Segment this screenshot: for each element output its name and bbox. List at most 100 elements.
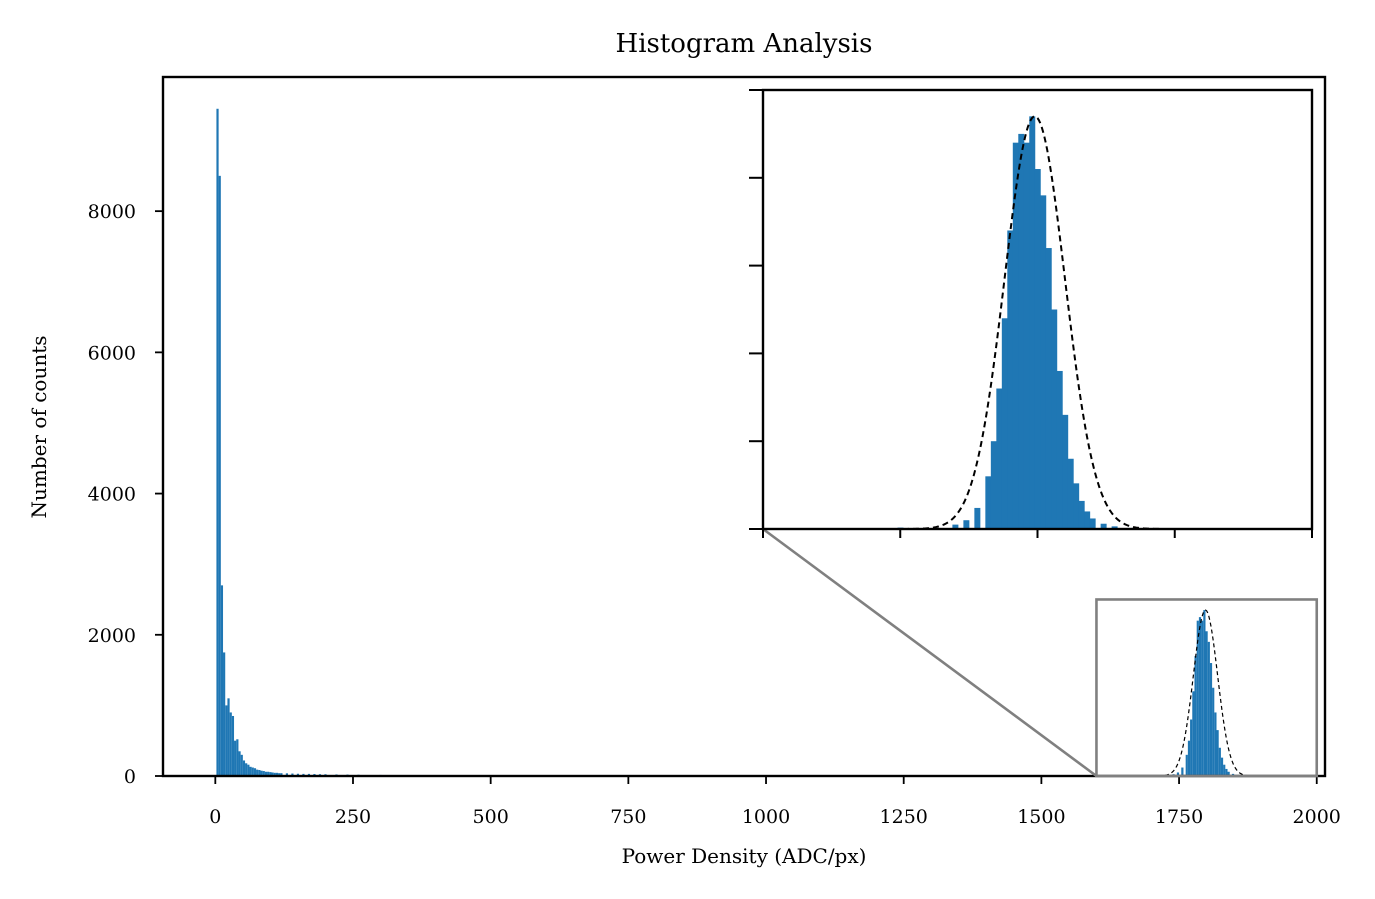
histogram-bar [267,771,270,776]
inset-histogram-bar [1018,133,1025,529]
chart-title: Histogram Analysis [616,29,873,59]
inset-histogram-bar [1067,458,1074,529]
y-tick-label: 8000 [88,201,136,223]
inset-histogram-bar [1001,318,1008,529]
zoom-region-box [1095,598,1319,778]
x-tick-label: 1250 [880,806,928,828]
x-tick-label: 0 [209,806,221,828]
histogram-bar [285,773,289,776]
inset-histogram-bar [1078,500,1085,529]
inset-histogram-bar [1007,230,1014,530]
x-tick-label: 2000 [1293,806,1341,828]
histogram-bar [216,108,219,777]
histogram-bar [1220,757,1224,776]
y-tick-label: 6000 [88,342,136,364]
histogram-bar [258,769,261,776]
histogram-bar [1223,764,1226,776]
main-plot-frame [161,75,1327,778]
histogram-bar [234,740,237,776]
inset-histogram-bar [1051,309,1058,529]
histogram-bar [247,764,250,776]
histogram-bar [1181,767,1184,776]
histogram-bar [1205,631,1208,776]
histogram-bar [271,772,274,776]
main-bars-group [216,108,1247,777]
histogram-bar [218,175,221,776]
histogram-bar [1214,712,1217,776]
inset-bars-group [760,116,1137,530]
histogram-bar [225,705,228,776]
inset-histogram-bar [963,520,970,529]
histogram-bar [1216,730,1219,776]
histogram-bar [260,770,263,776]
y-tick-label: 2000 [88,625,136,647]
histogram-bar [256,769,259,776]
histogram-bar [220,585,224,776]
inset-histogram-bar [1034,169,1041,529]
histogram-bar [1207,641,1210,776]
inset-histogram-bar [996,388,1003,529]
x-axis-ticks: 0 250 500 750 1000 1250 1500 1750 2000 [209,776,1341,828]
x-tick-label: 750 [610,806,646,828]
histogram-bar [1185,754,1188,776]
inset-histogram-bar [974,507,981,529]
histogram-bar [1194,655,1197,776]
histogram-bar [1218,747,1221,776]
histogram-bar [1192,691,1195,776]
y-tick-label: 4000 [88,484,136,506]
histogram-bar [1227,771,1230,776]
histogram-bar [253,768,257,776]
inset-histogram-bar [1012,142,1019,529]
histogram-bar [269,772,272,776]
histogram-bar [1176,772,1180,776]
x-axis-label: Power Density (ADC/px) [622,844,867,868]
y-axis-label: Number of counts [27,335,51,518]
inset-histogram-bar [1073,483,1080,529]
inset-histogram-bar [985,476,992,529]
histogram-bar [251,767,254,776]
inset-histogram-bar [1056,370,1063,529]
histogram-bar [229,712,232,776]
x-tick-label: 1500 [1017,806,1065,828]
histogram-bar [264,771,268,776]
zoom-connector-line [762,527,1098,778]
histogram-bar [249,766,252,776]
histogram-bar [1209,663,1213,776]
histogram-bar [1201,620,1204,776]
histogram-bar [223,652,226,776]
histogram-bar [1225,768,1228,776]
inset-histogram-bar [990,441,997,529]
inset-histogram-bar [1100,523,1107,529]
histogram-bar [262,771,265,776]
histogram-bar [240,754,243,776]
inset-histogram-bar [1089,518,1096,529]
histogram-bar [1212,687,1215,776]
histogram-bar [1203,610,1206,776]
inset-histogram-bar [1062,414,1069,529]
histogram-bar [238,751,241,776]
histogram-bar [275,772,279,776]
inset-histogram-bar [1084,511,1091,529]
histogram-bar [278,773,281,776]
inset-histogram-bar [1023,142,1030,529]
inset-histogram-bar [1029,116,1036,529]
inset-histogram-bar [1111,526,1118,529]
main-plot-area: 0 250 500 750 1000 1250 1500 1750 2000 0 2000 4000… [88,75,1341,828]
histogram-bar [291,773,294,776]
x-tick-label: 250 [335,806,371,828]
inset-histogram-bar [1040,195,1047,530]
histogram-bar [236,739,239,776]
inset-histogram-bar [1045,248,1052,530]
inset-plot-area [749,88,1314,538]
histogram-bar [273,772,276,776]
inset-ticks [749,89,1313,538]
main-gaussian-fit-line [766,609,1317,777]
y-tick-label: 0 [124,766,136,788]
histogram-bar [1196,620,1199,776]
inset-plot-frame [761,88,1314,531]
x-tick-label: 500 [473,806,509,828]
histogram-bar [242,760,246,776]
histogram-bar [1187,740,1191,776]
x-tick-label: 1000 [742,806,790,828]
